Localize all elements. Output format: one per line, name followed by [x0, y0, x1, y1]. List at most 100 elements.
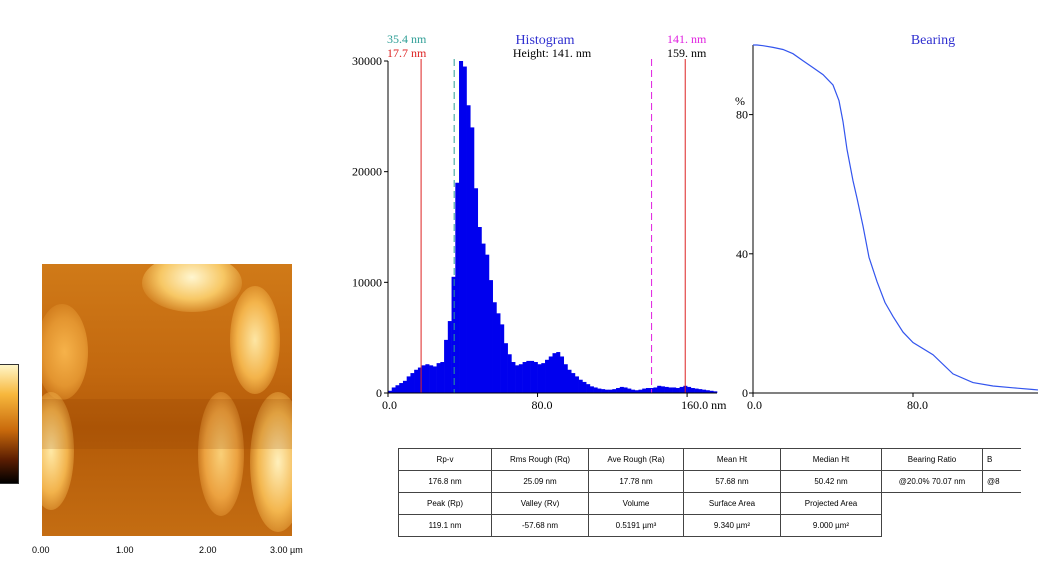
- afm-feature-right-lower-1: [198, 392, 244, 516]
- histogram-bar: [623, 387, 628, 393]
- histogram-bar: [687, 386, 692, 393]
- histogram-bar: [425, 364, 430, 393]
- bearing-y-tick-label: 40: [736, 247, 748, 261]
- histogram-bar: [511, 362, 516, 393]
- histogram-bar: [574, 376, 579, 393]
- histogram-bar: [705, 390, 710, 393]
- histogram-bar: [563, 364, 568, 393]
- histogram-x-tick-label: 0.0: [382, 398, 397, 412]
- histogram-bar: [432, 366, 437, 393]
- histogram-bar: [466, 105, 471, 394]
- table-cell: Rp-v: [398, 448, 492, 471]
- table-empty-cell: [882, 515, 983, 537]
- histogram-bar: [399, 383, 404, 393]
- afm-x-tick-2: 2.00: [199, 545, 217, 555]
- bearing-curve: [753, 44, 1038, 391]
- histogram-bar: [530, 360, 535, 393]
- table-cell: Surface Area: [683, 492, 781, 515]
- table-cell: Bearing Ratio: [881, 448, 983, 471]
- histogram-y-tick-label: 30000: [352, 54, 382, 68]
- histogram-y-tick-label: 20000: [352, 165, 382, 179]
- table-cell: Ave Rough (Ra): [588, 448, 684, 471]
- afm-x-tick-1: 1.00: [116, 545, 134, 555]
- histogram-bar: [634, 390, 639, 393]
- histogram-bars: [388, 61, 718, 394]
- histogram-bar: [660, 386, 665, 393]
- histogram-bar: [500, 324, 505, 393]
- table-cell: 9.000 µm²: [780, 514, 882, 537]
- histogram-bar: [627, 388, 632, 393]
- histogram-bar: [556, 352, 561, 393]
- color-scale-bar: [0, 364, 19, 484]
- histogram-ticks: 0.0 80.0 160.0 nm 0 10000 20000 30000: [352, 54, 727, 412]
- histogram-bar: [668, 387, 673, 393]
- bearing-y-tick-label: 80: [736, 108, 748, 122]
- histogram-bar: [537, 364, 542, 393]
- histogram-bar: [477, 227, 482, 393]
- bearing-chart: 0.0 80.0 0 40 80 Bearing %: [735, 33, 1038, 412]
- histogram-bar: [473, 188, 479, 393]
- histogram-bar: [462, 66, 467, 394]
- histogram-bar: [388, 390, 393, 393]
- bearing-title: Bearing: [911, 33, 955, 48]
- histogram-bar: [470, 127, 475, 394]
- histogram-bar: [485, 254, 490, 393]
- histogram-right-cursor-label-1: 141. nm: [667, 32, 707, 46]
- histogram-bar: [597, 388, 602, 393]
- histogram-bar: [507, 354, 512, 393]
- table-cell: Mean Ht: [683, 448, 781, 471]
- table-row: Peak (Rp) Valley (Rv) Volume Surface Are…: [398, 492, 1022, 515]
- histogram-bar: [638, 389, 643, 393]
- histogram-bar: [578, 379, 583, 393]
- afm-feature-left-upper: [42, 304, 88, 400]
- histogram-bar: [451, 276, 456, 393]
- histogram-bar: [488, 280, 493, 393]
- histogram-bar: [552, 353, 557, 393]
- table-cell: 0.5191 µm³: [588, 514, 684, 537]
- histogram-bar: [447, 321, 452, 393]
- table-cell: 50.42 nm: [780, 470, 882, 493]
- histogram-y-tick-label: 10000: [352, 275, 382, 289]
- histogram-bar: [709, 390, 714, 393]
- table-cell: Rms Rough (Rq): [491, 448, 589, 471]
- afm-feature-right-lower-2: [250, 392, 292, 532]
- histogram-bar: [436, 363, 441, 393]
- histogram-bar: [698, 389, 703, 393]
- histogram-bar: [690, 388, 695, 393]
- histogram-bar: [417, 367, 422, 393]
- table-cell: 57.68 nm: [683, 470, 781, 493]
- histogram-bar: [391, 387, 396, 393]
- histogram-bar: [616, 388, 621, 393]
- table-cell: 119.1 nm: [398, 514, 492, 537]
- histogram-bar: [481, 243, 486, 393]
- histogram-bar: [518, 364, 523, 393]
- histogram-title: Histogram: [515, 33, 574, 48]
- histogram-bar: [653, 387, 658, 393]
- table-cell: 25.09 nm: [491, 470, 589, 493]
- afm-feature-top: [142, 264, 242, 312]
- table-cell: Valley (Rv): [491, 492, 589, 515]
- table-cell: @8: [982, 470, 1021, 493]
- histogram-height-text: Height: 141. nm: [513, 46, 592, 60]
- bearing-x-tick-label: 0.0: [747, 398, 762, 412]
- histogram-bar: [522, 362, 527, 393]
- table-cell: Median Ht: [780, 448, 882, 471]
- table-cell: Peak (Rp): [398, 492, 492, 515]
- table-empty-cell: [983, 515, 1022, 537]
- histogram-bar: [541, 363, 546, 393]
- histogram-x-tick-label: 80.0: [532, 398, 553, 412]
- histogram-bar: [496, 313, 501, 393]
- histogram-x-tick-label: 160.0 nm: [681, 398, 727, 412]
- histogram-bar: [429, 365, 434, 393]
- histogram-bar: [657, 385, 662, 393]
- histogram-bar: [421, 365, 426, 393]
- table-cell: 9.340 µm²: [683, 514, 781, 537]
- histogram-y-tick-label: 0: [376, 386, 382, 400]
- histogram-bar: [444, 339, 449, 393]
- table-row: Rp-v Rms Rough (Rq) Ave Rough (Ra) Mean …: [398, 448, 1021, 471]
- histogram-bar: [608, 389, 613, 393]
- histogram-bar: [582, 381, 587, 393]
- histogram-bar: [559, 356, 565, 393]
- histogram-right-cursor-label-2: 159. nm: [667, 46, 707, 60]
- histogram-bar: [548, 356, 553, 393]
